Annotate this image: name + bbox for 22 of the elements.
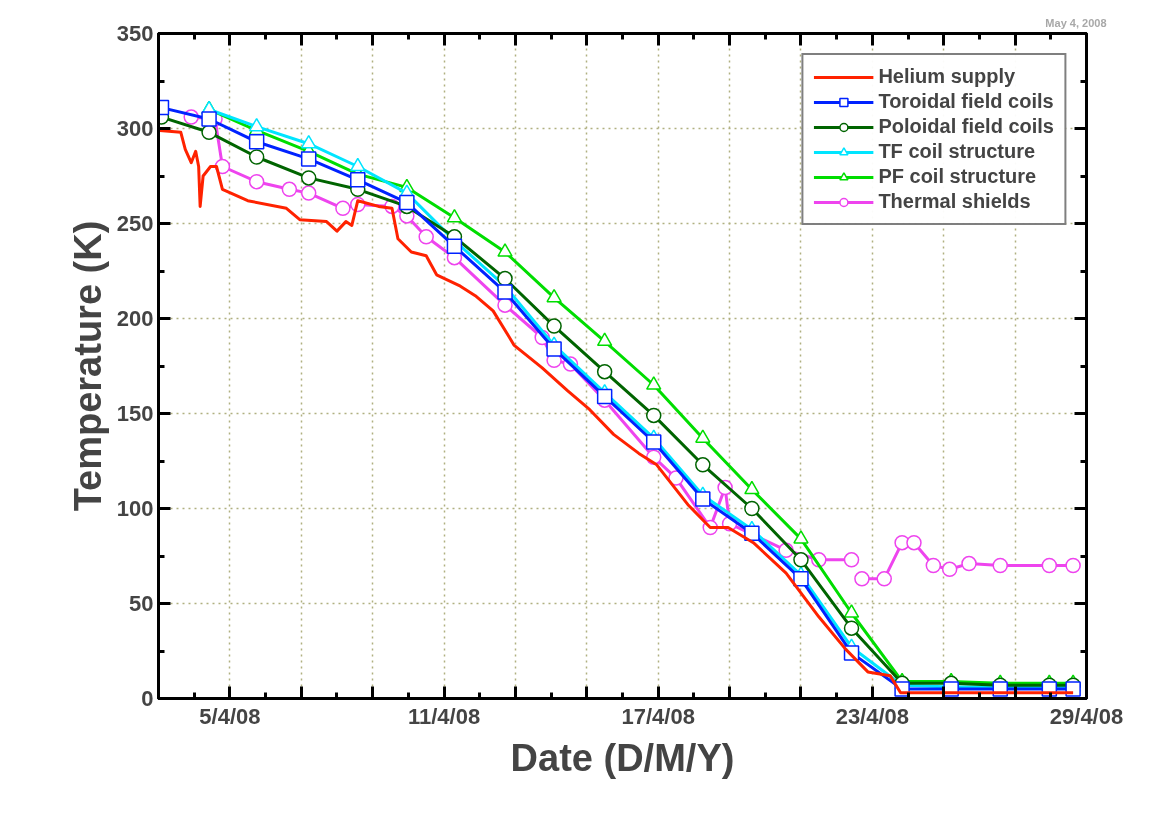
y-tick-label: 300	[116, 116, 154, 141]
x-tick-label: 17/4/08	[621, 703, 695, 729]
y-tick-label: 250	[116, 211, 154, 236]
x-tick-label: 23/4/08	[835, 703, 910, 729]
legend-label: PF coil structure	[878, 165, 1037, 188]
x-tick-label: 29/4/08	[1049, 703, 1124, 729]
x-axis-title: Date (D/M/Y)	[510, 736, 735, 779]
text: May 4, 2008	[1045, 16, 1107, 29]
x-tick-label: 5/4/08	[199, 703, 261, 729]
y-tick-label: 100	[116, 496, 154, 521]
legend-label: Helium supply	[878, 65, 1016, 88]
legend-label: TF coil structure	[878, 140, 1036, 163]
x-tick-label: 11/4/08	[407, 703, 481, 729]
y-axis-title: Temperature (K)	[66, 220, 109, 512]
legend-label: Thermal shields	[878, 190, 1031, 213]
y-tick-label: 50	[129, 591, 154, 616]
legend-label: Poloidal field coils	[878, 115, 1054, 138]
y-tick-label: 0	[141, 686, 154, 711]
y-tick-label: 150	[116, 401, 154, 426]
legend-label: Toroidal field coils	[878, 90, 1054, 113]
y-tick-label: 350	[116, 21, 154, 46]
y-tick-label: 200	[116, 306, 154, 331]
